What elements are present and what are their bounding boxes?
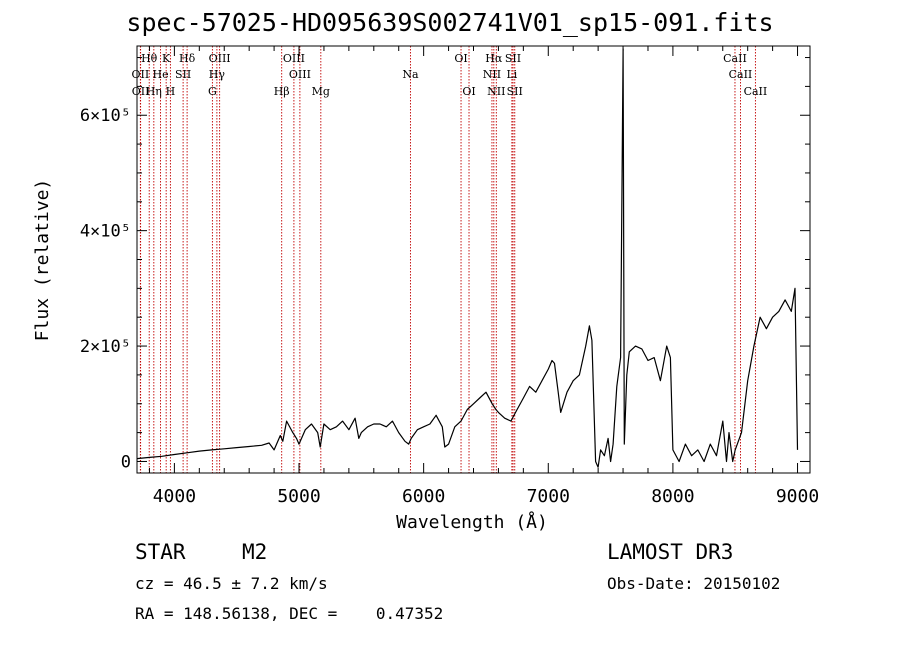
x-tick-label: 4000 — [153, 486, 196, 507]
survey-name: LAMOST DR3 — [607, 540, 734, 564]
line-marker-label: Hη — [146, 85, 162, 98]
line-marker-label: CaII — [744, 85, 768, 98]
line-marker-label: NII — [483, 68, 501, 81]
x-axis-label: Wavelength (Å) — [396, 511, 548, 533]
line-marker-label: CaII — [723, 52, 747, 65]
y-tick-label: 2×10⁵ — [80, 337, 131, 357]
redshift-text: cz = 46.5 ± 7.2 km/s — [135, 574, 328, 593]
spectrum-line — [136, 48, 799, 468]
y-tick-label: 6×10⁵ — [80, 106, 131, 126]
line-marker-label: K — [162, 52, 171, 65]
x-tick-label: 9000 — [776, 486, 819, 507]
line-marker-label: NII — [487, 85, 505, 98]
chart-title: spec-57025-HD095639S002741V01_sp15-091.f… — [126, 8, 774, 37]
x-tick-label: 5000 — [277, 486, 320, 507]
line-marker-label: CaII — [729, 68, 753, 81]
y-tick-label: 0 — [121, 452, 131, 472]
line-marker-label: Hα — [485, 52, 503, 65]
line-marker-label: Hθ — [141, 52, 158, 65]
x-tick-label: 6000 — [402, 486, 445, 507]
x-tick-label: 8000 — [651, 486, 694, 507]
line-marker-label: OIII — [289, 68, 311, 81]
obs-date: Obs-Date: 20150102 — [607, 574, 781, 593]
y-tick-label: 4×10⁵ — [80, 222, 131, 242]
line-marker-label: Na — [402, 68, 419, 81]
x-tick-label: 7000 — [527, 486, 570, 507]
line-marker-label: OII — [132, 68, 150, 81]
line-marker-label: Hγ — [209, 68, 226, 81]
line-marker-label: He — [153, 68, 169, 81]
line-marker-label: SII — [507, 85, 523, 98]
line-marker-label: Mg — [312, 85, 330, 98]
line-marker-label: Hβ — [274, 85, 290, 98]
line-marker-label: OIII — [283, 52, 305, 65]
subclass: M2 — [242, 540, 268, 564]
y-axis-ticks: 0 2×10⁵ 4×10⁵ 6×10⁵ — [80, 57, 810, 472]
line-marker-label: OI — [454, 52, 467, 65]
line-marker-label: Li — [506, 68, 517, 81]
line-marker-label: G — [208, 85, 217, 98]
plot-frame — [136, 45, 811, 474]
line-markers — [139, 46, 756, 473]
line-marker-label: SII — [505, 52, 521, 65]
x-axis-ticks: 4000 5000 6000 7000 8000 9000 — [148, 46, 819, 507]
line-marker-label: H — [166, 85, 176, 98]
object-class: STAR — [135, 540, 186, 564]
y-axis-label: Flux (relative) — [32, 179, 53, 342]
coordinates: RA = 148.56138, DEC = 0.47352 — [135, 604, 444, 623]
line-marker-label: OIII — [209, 52, 231, 65]
line-marker-label: Hδ — [179, 52, 196, 65]
line-marker-label: OI — [462, 85, 475, 98]
line-marker-label: OII — [132, 85, 150, 98]
line-marker-label: SII — [175, 68, 191, 81]
